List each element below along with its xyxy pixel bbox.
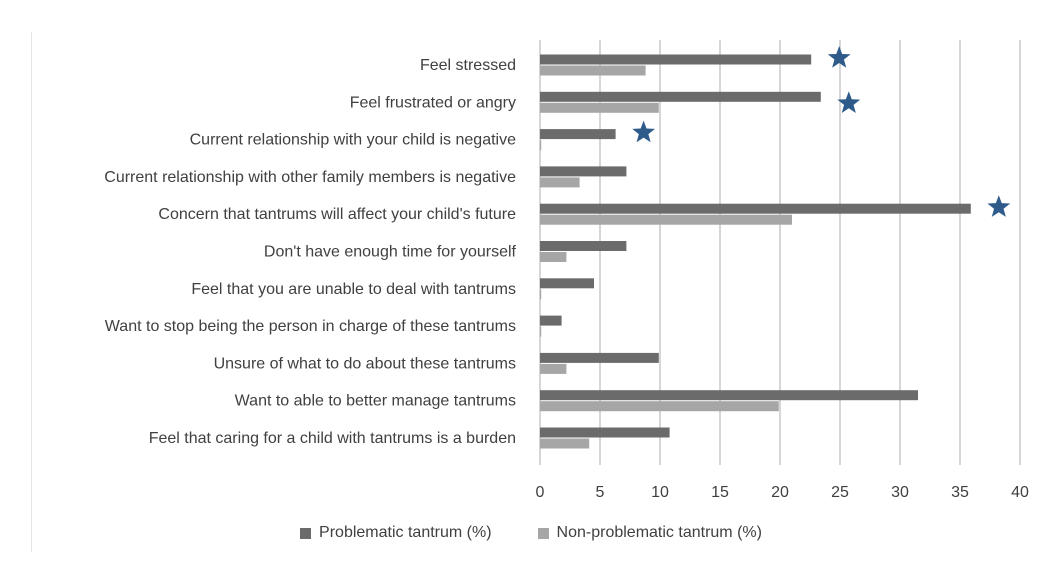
bar-problematic xyxy=(540,241,627,251)
bar-non-problematic xyxy=(540,214,792,225)
bar-problematic xyxy=(540,91,821,102)
x-tick-label: 25 xyxy=(831,484,849,501)
bar-problematic xyxy=(540,278,594,289)
bar-problematic xyxy=(540,203,971,214)
category-label: Current relationship with your child is … xyxy=(190,132,516,149)
bar-non-problematic xyxy=(540,102,659,113)
category-labels: Feel stressed Feel frustrated or angry Cur… xyxy=(104,57,516,447)
x-tick-label: 40 xyxy=(1011,484,1029,501)
significance-star-icon xyxy=(987,195,1011,217)
legend-swatch-non-problematic xyxy=(537,527,549,539)
legend-swatch-problematic xyxy=(300,527,312,539)
legend-item-non-problematic: Non-problematic tantrum (%) xyxy=(537,524,762,542)
category-label: Feel that you are unable to deal with ta… xyxy=(191,281,516,298)
significance-star-icon xyxy=(837,91,861,114)
bar-problematic xyxy=(540,352,659,363)
bar-non-problematic xyxy=(540,252,567,262)
category-label: Feel that caring for a child with tantru… xyxy=(149,430,516,447)
x-tick-label: 5 xyxy=(596,484,605,501)
x-tick-label: 30 xyxy=(891,484,909,501)
x-tick-label: 0 xyxy=(536,484,545,501)
bar-non-problematic xyxy=(540,326,542,337)
legend-label-problematic: Problematic tantrum (%) xyxy=(319,524,492,541)
legend-item-problematic: Problematic tantrum (%) xyxy=(300,524,492,542)
category-label: Feel frustrated or angry xyxy=(350,94,516,111)
category-label: Don't have enough time for yourself xyxy=(264,244,517,261)
category-label: Want to stop being the person in charge … xyxy=(105,318,516,335)
bar-non-problematic xyxy=(540,363,567,374)
significance-star-icon xyxy=(827,46,851,68)
bar-non-problematic xyxy=(540,401,779,412)
bar-problematic xyxy=(540,129,616,140)
bar-non-problematic xyxy=(540,438,590,449)
bar-problematic xyxy=(540,390,918,401)
x-tick-label: 20 xyxy=(771,484,789,501)
significance-stars xyxy=(632,46,1011,217)
bar-non-problematic xyxy=(540,140,542,151)
x-axis-ticks: 0 5 10 15 20 25 30 35 40 xyxy=(536,484,1029,501)
left-border-line xyxy=(31,32,32,552)
bars xyxy=(540,54,971,449)
bar-problematic xyxy=(540,427,670,438)
bar-problematic xyxy=(540,315,562,326)
bar-problematic xyxy=(540,54,812,65)
bar-problematic xyxy=(540,166,627,177)
bar-non-problematic xyxy=(540,289,542,300)
x-tick-label: 15 xyxy=(711,484,729,501)
category-label: Unsure of what to do about these tantrum… xyxy=(214,355,516,372)
category-label: Want to able to better manage tantrums xyxy=(235,393,516,410)
x-tick-label: 35 xyxy=(951,484,969,501)
bar-non-problematic xyxy=(540,177,580,188)
significance-star-icon xyxy=(632,120,656,143)
category-label: Feel stressed xyxy=(420,57,516,74)
x-tick-label: 10 xyxy=(651,484,669,501)
legend: Problematic tantrum (%) Non-problematic … xyxy=(0,524,1062,542)
legend-label-non-problematic: Non-problematic tantrum (%) xyxy=(556,524,762,541)
category-label: Concern that tantrums will affect your c… xyxy=(158,206,516,223)
category-label: Current relationship with other family m… xyxy=(104,169,516,186)
bar-non-problematic xyxy=(540,65,646,76)
